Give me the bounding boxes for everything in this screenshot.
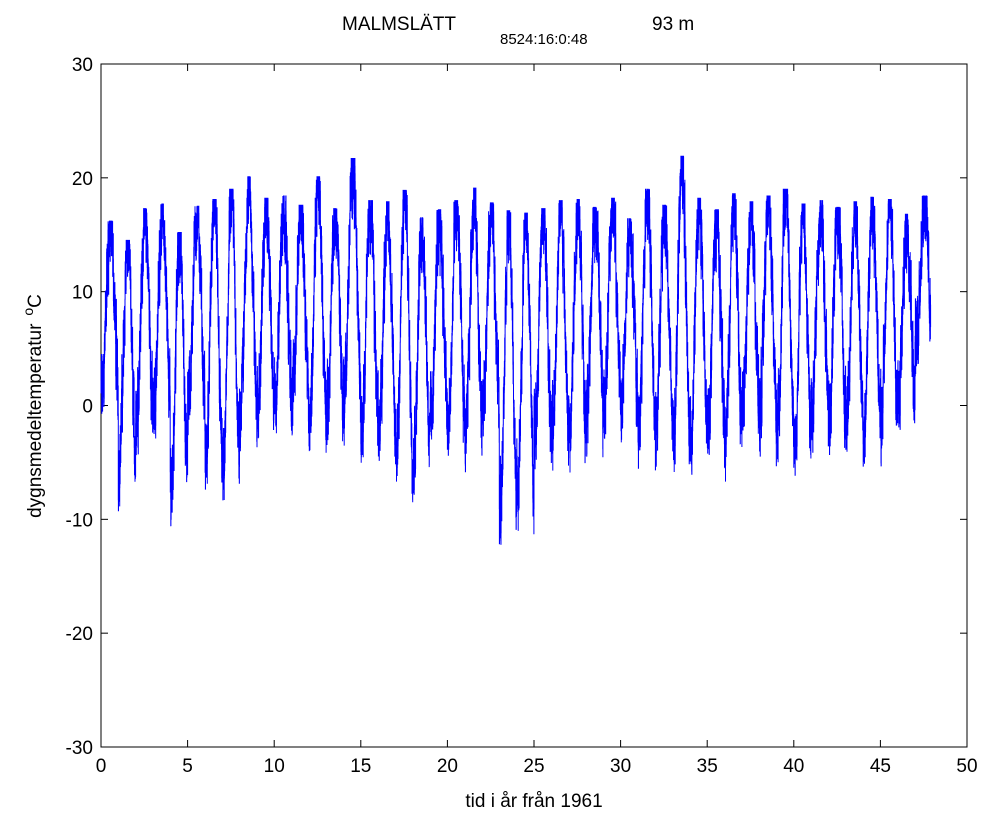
- x-tick-label: 15: [350, 756, 371, 777]
- y-tick-label: -30: [66, 738, 93, 759]
- x-tick-label: 50: [956, 756, 977, 777]
- title-elevation: 93 m: [652, 14, 694, 35]
- x-tick-label: 25: [523, 756, 544, 777]
- x-tick-label: 20: [437, 756, 458, 777]
- x-axis-ticks: 0 5 10 15 20 25 30 35 40 45 50: [96, 64, 978, 777]
- x-tick-label: 0: [96, 756, 107, 777]
- x-tick-label: 45: [870, 756, 891, 777]
- x-tick-label: 10: [264, 756, 285, 777]
- x-tick-label: 30: [610, 756, 631, 777]
- y-tick-label: -10: [66, 510, 93, 531]
- x-tick-label: 35: [697, 756, 718, 777]
- chart-title: MALMSLÄTT 8524:16:0:48 93 m: [342, 14, 694, 48]
- temperature-series-line: [100, 155, 932, 545]
- y-tick-label: -20: [66, 624, 93, 645]
- x-tick-label: 40: [783, 756, 804, 777]
- y-axis-ticks: -30 -20 -10 0 10 20 30: [66, 55, 967, 759]
- y-axis-unit-superscript: o: [20, 308, 36, 316]
- x-tick-label: 5: [182, 756, 193, 777]
- x-axis-label: tid i år från 1961: [465, 791, 602, 812]
- y-tick-label: 30: [72, 55, 93, 76]
- title-code: 8524:16:0:48: [500, 31, 588, 48]
- y-axis-label-text: dygnsmedeltemperatur: [25, 323, 46, 518]
- y-tick-label: 10: [72, 283, 93, 304]
- y-tick-label: 0: [82, 397, 93, 418]
- y-tick-label: 20: [72, 169, 93, 190]
- title-station: MALMSLÄTT: [342, 14, 456, 35]
- y-axis-label: dygnsmedeltemperatur oC: [20, 294, 46, 518]
- y-axis-unit: C: [25, 294, 46, 308]
